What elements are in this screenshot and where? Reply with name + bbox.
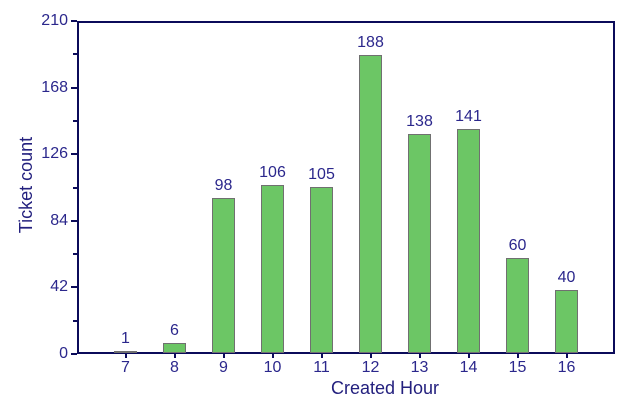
y-minor-tick-mark <box>73 319 77 322</box>
bar-value-label: 1 <box>121 330 130 347</box>
bar-hour-10 <box>261 184 284 353</box>
bar-value-label: 105 <box>308 165 335 183</box>
y-tick-label: 126 <box>41 145 68 163</box>
x-tick-label: 7 <box>121 359 130 376</box>
x-tick-label: 9 <box>219 359 228 376</box>
x-tick-label: 14 <box>459 359 478 376</box>
y-tick-mark <box>71 286 77 289</box>
bar-value-label: 141 <box>455 108 482 126</box>
bar-hour-7 <box>114 351 137 353</box>
x-tick-mark <box>565 354 568 358</box>
y-tick-label: 168 <box>41 78 68 96</box>
y-tick-mark <box>71 353 77 355</box>
x-tick-mark <box>467 354 470 358</box>
x-tick-label: 12 <box>361 359 380 376</box>
x-tick-label: 8 <box>170 359 179 376</box>
x-tick-mark <box>222 354 225 358</box>
x-tick-label: 16 <box>557 359 576 376</box>
x-tick-label: 15 <box>508 359 527 376</box>
y-tick-mark <box>71 86 77 89</box>
plot-area <box>77 21 615 354</box>
bar-value-label: 106 <box>259 163 286 181</box>
y-tick-label: 210 <box>41 12 68 29</box>
x-tick-mark <box>124 354 127 358</box>
bar-hour-14 <box>457 129 480 353</box>
y-tick-label: 0 <box>59 345 68 362</box>
x-tick-mark <box>320 354 323 358</box>
x-axis-title: Created Hour <box>330 378 440 398</box>
x-tick-mark <box>516 354 519 358</box>
x-tick-label: 11 <box>313 359 330 376</box>
y-minor-tick-mark <box>73 53 77 56</box>
bar-hour-12 <box>359 54 382 353</box>
bar-hour-16 <box>555 289 578 353</box>
y-tick-label: 42 <box>50 278 68 296</box>
bar-hour-15 <box>506 257 529 353</box>
bar-value-label: 188 <box>357 33 384 51</box>
y-tick-label: 84 <box>50 211 68 229</box>
y-minor-tick-mark <box>73 119 77 122</box>
y-minor-tick-mark <box>73 253 77 256</box>
bar-value-label: 98 <box>214 176 233 194</box>
y-tick-mark <box>71 219 77 222</box>
bar-value-label: 60 <box>508 236 527 254</box>
x-tick-mark <box>271 354 274 358</box>
bar-hour-11 <box>310 186 333 353</box>
bar-value-label: 6 <box>170 322 179 340</box>
x-tick-label: 10 <box>263 359 282 376</box>
bar-hour-8 <box>163 343 186 353</box>
bar-value-label: 40 <box>557 268 576 286</box>
bar-value-label: 138 <box>406 113 433 131</box>
y-minor-tick-mark <box>73 186 77 189</box>
x-tick-mark <box>418 354 421 358</box>
x-tick-mark <box>173 354 176 358</box>
bar-hour-13 <box>408 134 431 353</box>
x-tick-mark <box>369 354 372 358</box>
y-tick-mark <box>71 20 77 22</box>
bar-hour-9 <box>212 197 235 353</box>
x-tick-label: 13 <box>410 359 429 376</box>
y-tick-mark <box>71 153 77 156</box>
